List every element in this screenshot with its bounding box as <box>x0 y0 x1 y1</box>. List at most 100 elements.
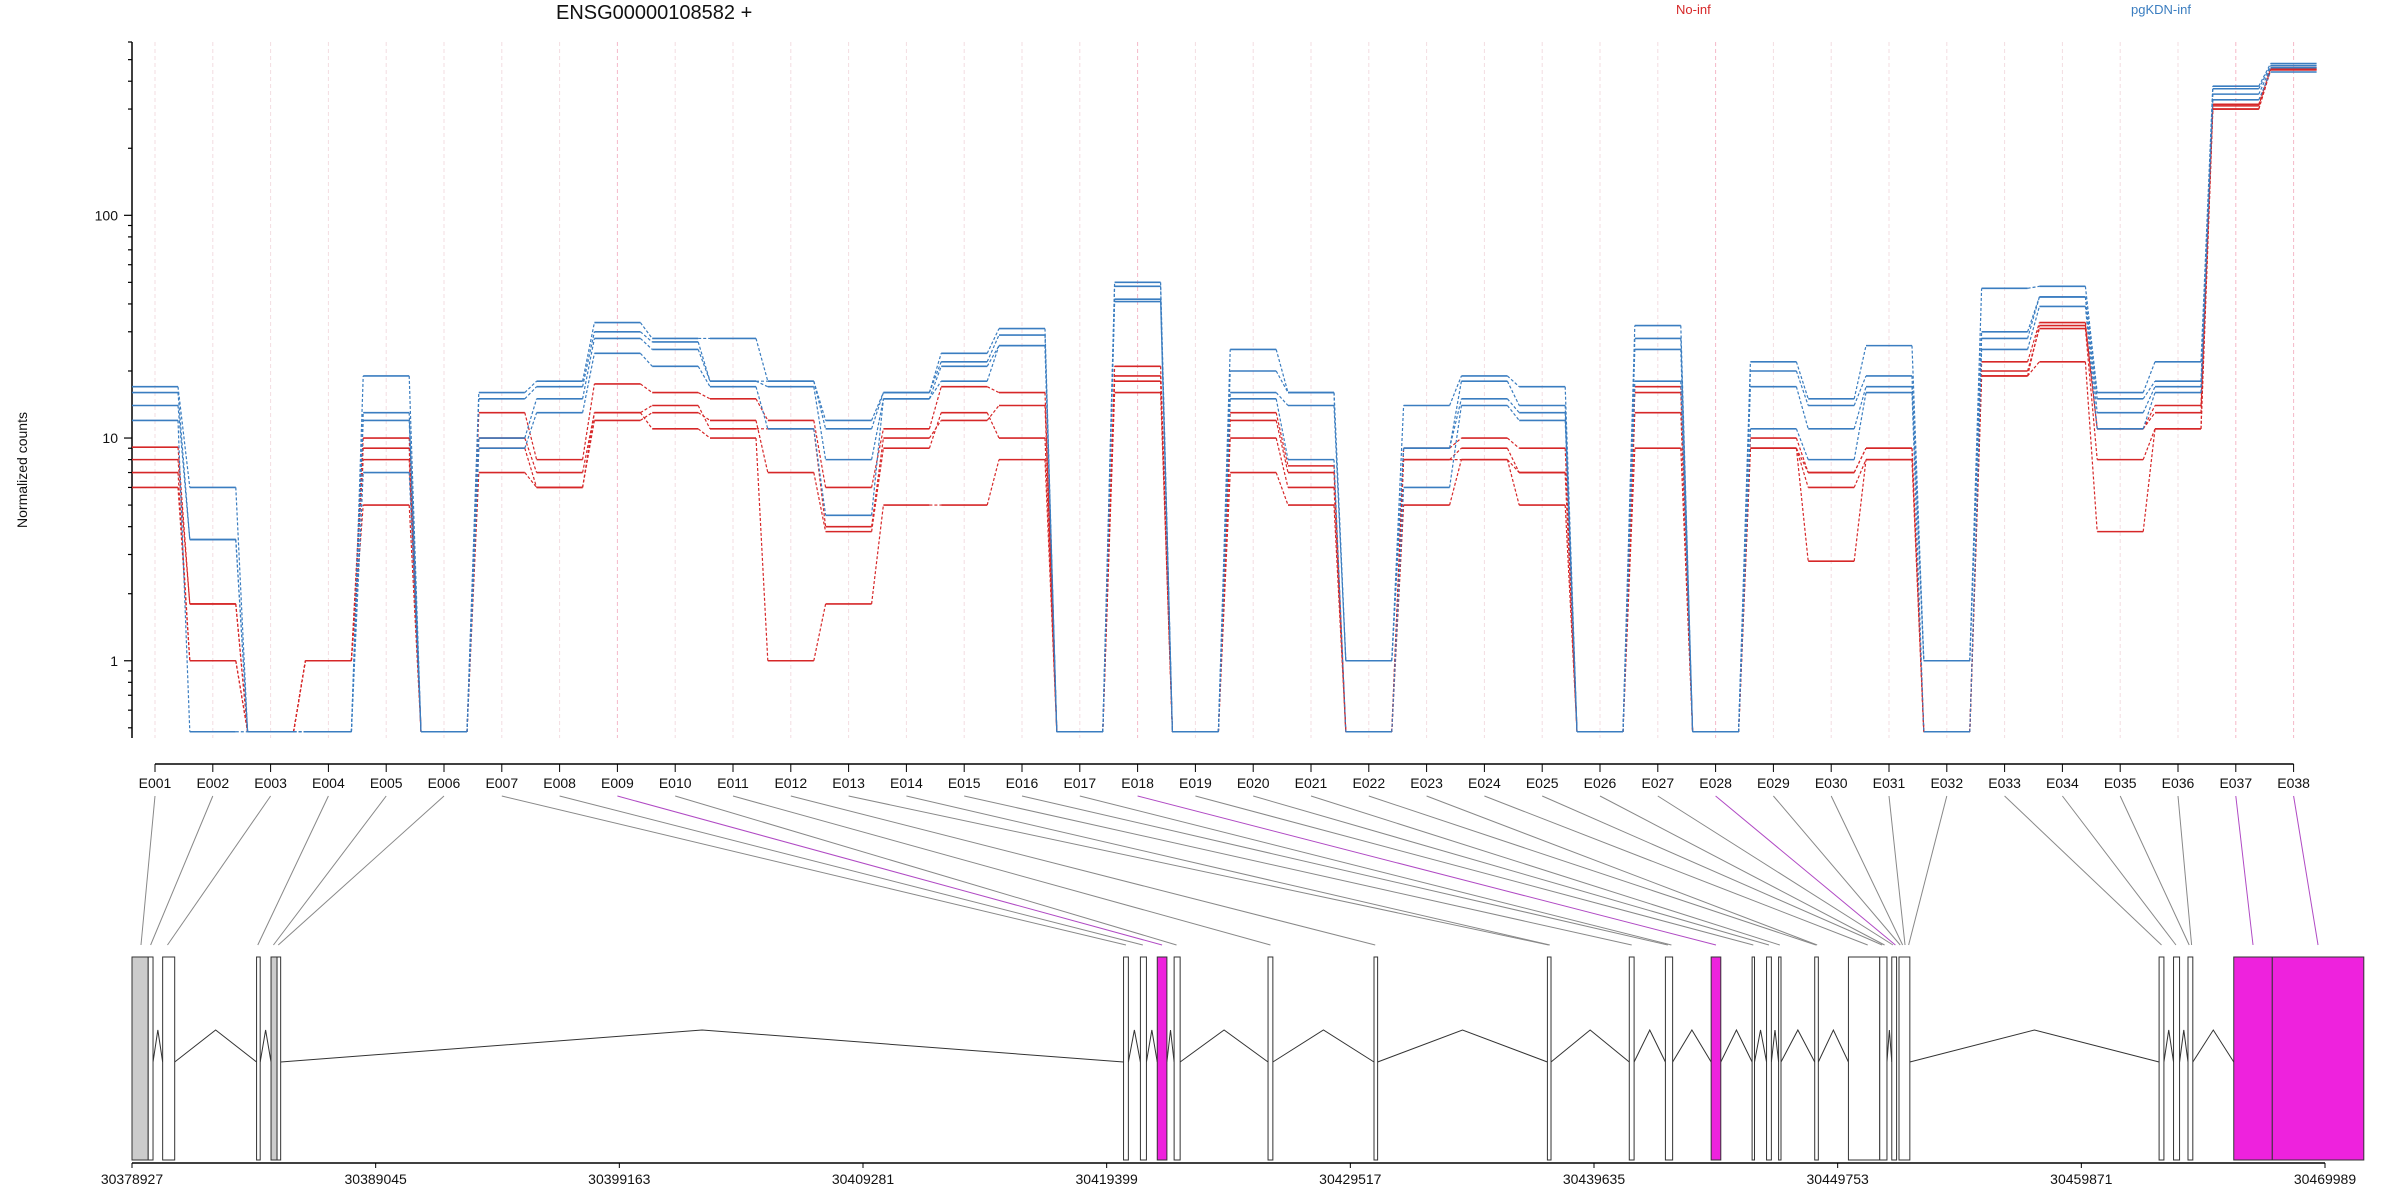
x-tick-label: E019 <box>1179 775 1212 791</box>
intron-line <box>1770 1029 1780 1063</box>
series-transition <box>2258 65 2272 90</box>
exon-box <box>162 956 176 1161</box>
series-line <box>132 69 2317 733</box>
exon-link-line <box>167 795 272 946</box>
series-transition <box>639 338 653 350</box>
genomic-axis: 30378927 30389045 30399163 30409281 30419399… <box>101 1162 2356 1187</box>
exon-box <box>276 956 282 1161</box>
series-transition <box>2084 296 2098 413</box>
series-transition <box>1564 505 1578 732</box>
genomic-tick-label: 30389045 <box>345 1171 408 1187</box>
exon-link-line <box>732 795 1271 946</box>
series-transition <box>639 412 653 430</box>
series-transition <box>1795 428 1809 460</box>
x-tick-label: E004 <box>312 775 345 791</box>
series-transition <box>350 505 364 661</box>
exon-box <box>270 956 278 1161</box>
exon-link-line <box>2235 795 2254 946</box>
exon-link-line <box>1021 795 1668 946</box>
intron-line <box>1377 1029 1548 1063</box>
exon-link-line <box>1715 795 1896 946</box>
series-line <box>132 62 2317 733</box>
x-tick-label: E013 <box>832 775 865 791</box>
exon-link-line <box>273 795 387 946</box>
exon-box <box>1751 956 1756 1161</box>
series-transition <box>1795 361 1809 399</box>
series-transition <box>697 365 711 388</box>
series-transition <box>2258 71 2272 101</box>
exon-box <box>1546 956 1552 1161</box>
series-transition <box>1044 345 1058 732</box>
series-transition <box>639 322 653 339</box>
series-transition <box>986 345 1000 382</box>
series-transition <box>2142 405 2156 430</box>
vertical-grid <box>154 42 2295 738</box>
exon-link-line <box>1484 795 1868 946</box>
series-line <box>132 71 2317 733</box>
series-transition <box>640 331 653 343</box>
exon-box <box>1123 956 1129 1161</box>
series-transition <box>1853 447 1867 473</box>
series-transition <box>235 660 249 732</box>
series-transition <box>2084 322 2098 429</box>
x-tick-label: E003 <box>254 775 287 791</box>
series-transition <box>986 386 1000 394</box>
series-transition <box>2142 380 2156 400</box>
series-transition <box>871 398 884 460</box>
series-transition <box>986 412 1000 439</box>
series-transition <box>177 420 191 732</box>
exon-link-line <box>2004 795 2162 946</box>
series-transition <box>871 392 884 421</box>
series-transition <box>1506 375 1520 388</box>
genomic-tick-label: 30399163 <box>588 1171 651 1187</box>
series-transition <box>582 353 595 413</box>
series-line <box>132 67 2317 733</box>
exon-box <box>1898 956 1911 1161</box>
exon-box <box>1891 956 1898 1161</box>
exon-box <box>1778 956 1782 1161</box>
exon-link-line <box>1888 795 1906 946</box>
x-tick-label: E017 <box>1063 775 1096 791</box>
series-transition <box>2084 306 2098 429</box>
series-transition <box>986 405 1000 421</box>
x-tick-label: E026 <box>1584 775 1617 791</box>
intron-line <box>1817 1028 1849 1063</box>
exon-box <box>1814 956 1819 1161</box>
series-transition <box>524 398 538 439</box>
exon-link-line <box>1253 795 1770 946</box>
exon-box <box>147 956 154 1161</box>
series-transition <box>2084 328 2098 460</box>
exon-link-line <box>1908 795 1948 946</box>
series-transition <box>2027 322 2040 362</box>
genomic-tick-label: 30459871 <box>2050 1171 2113 1187</box>
series-transition <box>1969 375 1983 732</box>
series-transition <box>2084 286 2098 393</box>
series-transition <box>871 448 884 532</box>
series-transition <box>1680 325 1694 732</box>
exon-box <box>1879 956 1888 1161</box>
exon-box <box>1173 956 1181 1161</box>
series-transition <box>871 437 884 527</box>
x-tick-label: E023 <box>1410 775 1443 791</box>
series-transition <box>2142 428 2156 532</box>
gene-model <box>131 956 2365 1161</box>
x-tick-label: E018 <box>1121 775 1154 791</box>
series-transition <box>1969 338 1983 661</box>
x-tick-label: E020 <box>1237 775 1270 791</box>
y-tick-label: 100 <box>95 207 119 223</box>
series-transition <box>1795 437 1809 473</box>
series-transition <box>177 487 191 661</box>
series-transition <box>2142 361 2156 393</box>
series-transition <box>408 420 422 732</box>
series-transition <box>697 392 711 400</box>
x-tick-label: E032 <box>1930 775 1963 791</box>
series-transition <box>986 459 1000 506</box>
x-tick-label: E014 <box>890 775 923 791</box>
exon-box <box>1766 956 1772 1161</box>
exon-link-line <box>1541 795 1883 946</box>
exon-link-line <box>1599 795 1885 946</box>
exon-box <box>1710 956 1722 1161</box>
series-transition <box>1853 459 1867 562</box>
series-transition <box>1160 299 1173 732</box>
series-transition <box>408 472 422 732</box>
